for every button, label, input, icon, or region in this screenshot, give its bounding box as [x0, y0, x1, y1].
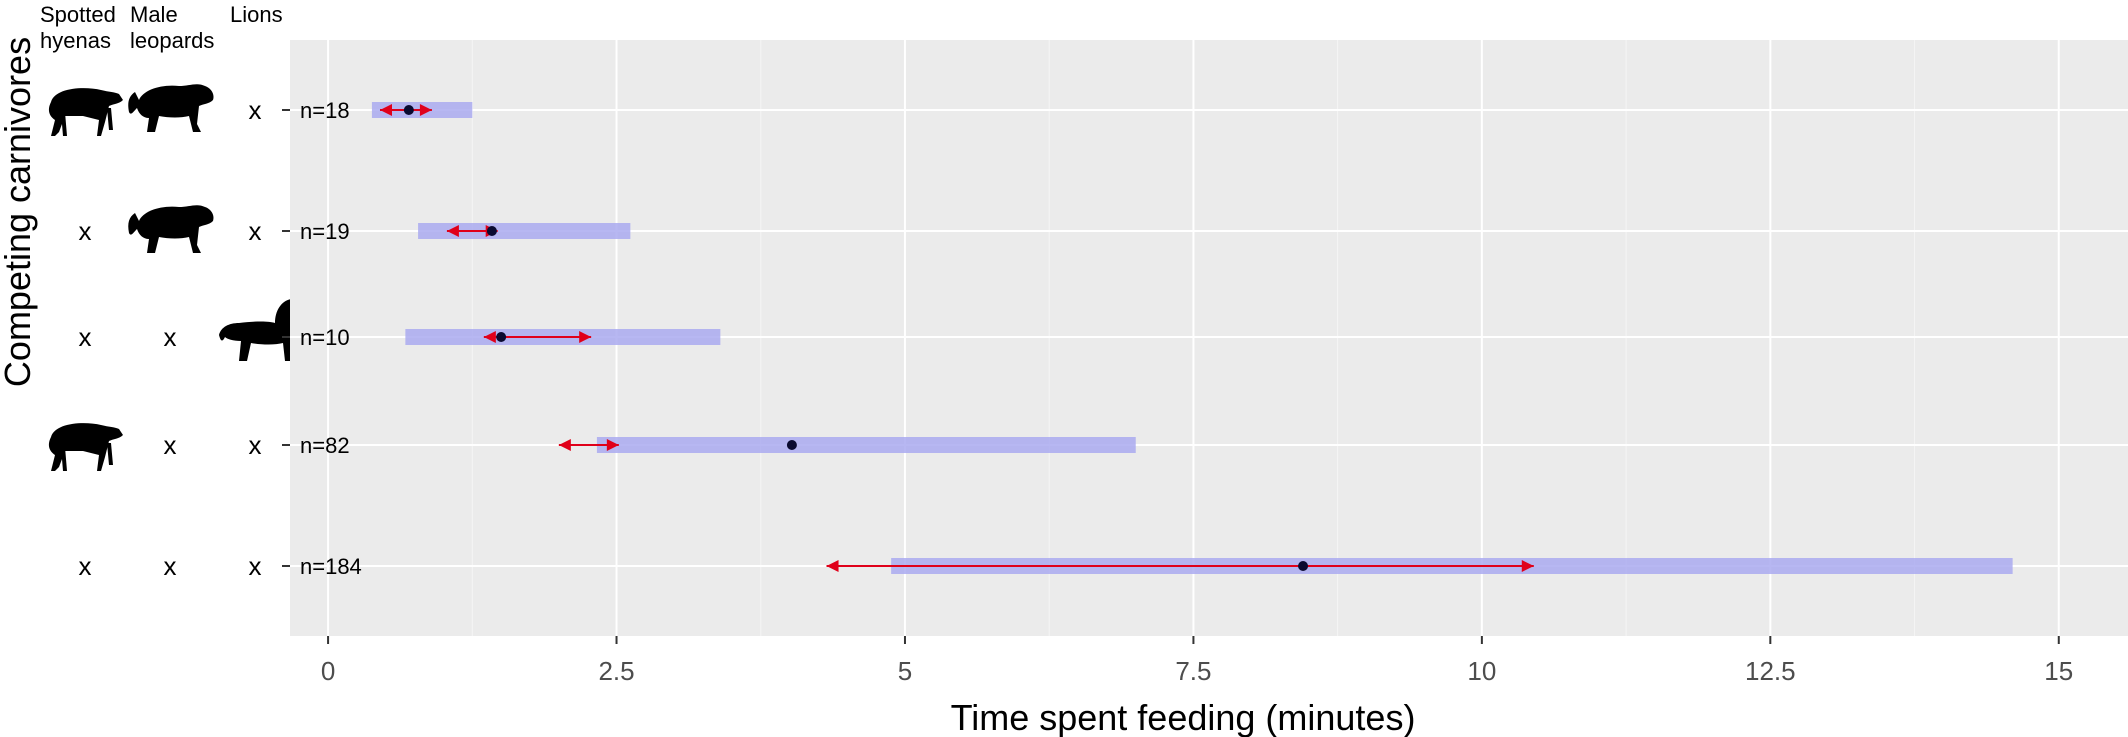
interval-arrow-right: [579, 331, 592, 343]
column-header: Spotted: [40, 2, 116, 27]
absent-marker: x: [79, 551, 92, 581]
interval-arrow-right: [419, 104, 432, 116]
interval-arrow-right: [1521, 560, 1534, 572]
absent-marker: x: [79, 216, 92, 246]
interval-arrow-left: [446, 225, 459, 237]
sample-size-label: n=184: [300, 554, 362, 579]
interval-arrow-right: [606, 439, 619, 451]
x-tick-label: 0: [321, 656, 335, 686]
interval-arrow-left: [379, 104, 392, 116]
absent-marker: x: [249, 551, 262, 581]
sample-size-label: n=19: [300, 219, 350, 244]
absent-marker: x: [79, 322, 92, 352]
sample-size-label: n=10: [300, 325, 350, 350]
sample-size-labels: n=18 n=19 n=10 n=82 n=184: [300, 98, 362, 579]
absent-marker: x: [249, 95, 262, 125]
hyena-icon: [48, 423, 124, 471]
point-estimate: [496, 332, 507, 342]
absent-marker: x: [164, 551, 177, 581]
point-estimate: [403, 105, 414, 115]
leopard-icon: [128, 84, 214, 132]
absent-marker: x: [164, 430, 177, 460]
point-estimates: [403, 105, 1309, 571]
point-estimate: [786, 440, 797, 450]
absent-marker: x: [164, 322, 177, 352]
x-tick-label: 12.5: [1745, 656, 1796, 686]
x-tick-label: 7.5: [1175, 656, 1211, 686]
range-bar: [596, 437, 1136, 453]
range-bar: [418, 223, 631, 239]
hyena-icon: [48, 88, 124, 136]
y-axis-title: Competing carnivores: [0, 37, 38, 387]
column-header: Lions: [230, 2, 283, 27]
interval-arrow-left: [558, 439, 571, 451]
column-header: leopards: [130, 28, 214, 53]
x-tick-labels: 0 2.5 5 7.5 10 12.5 15: [321, 656, 2073, 686]
point-estimate: [1298, 561, 1309, 571]
sample-size-label: n=82: [300, 433, 350, 458]
interval-arrow-left: [826, 560, 839, 572]
absent-marker: x: [249, 430, 262, 460]
interval-arrow-left: [483, 331, 496, 343]
column-header: Male: [130, 2, 178, 27]
x-tick-label: 2.5: [598, 656, 634, 686]
x-tick-label: 5: [898, 656, 912, 686]
leopard-icon: [128, 205, 214, 253]
x-axis-title: Time spent feeding (minutes): [951, 697, 1416, 737]
absent-marker: x: [249, 216, 262, 246]
competitor-icons: x x x x x x x x x x: [48, 84, 307, 581]
sample-size-label: n=18: [300, 98, 350, 123]
point-estimate: [486, 226, 497, 236]
x-tick-label: 10: [1467, 656, 1496, 686]
x-tick-label: 15: [2044, 656, 2073, 686]
lion-icon: [219, 299, 307, 361]
interval-arrows: [379, 104, 1534, 572]
column-header: hyenas: [40, 28, 111, 53]
